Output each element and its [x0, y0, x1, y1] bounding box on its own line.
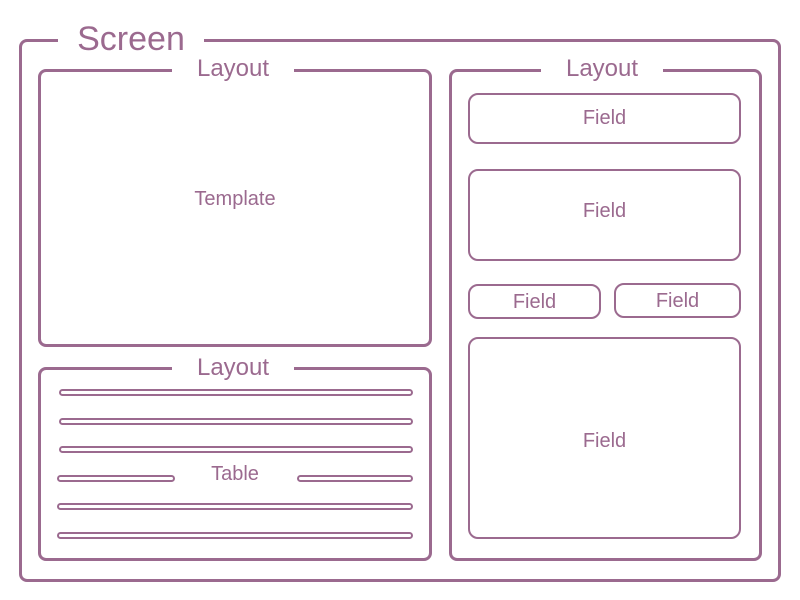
field-box[interactable]: Field	[614, 283, 741, 318]
field-label: Field	[582, 107, 627, 129]
template-layout-title: Layout	[172, 57, 294, 81]
field-box[interactable]: Field	[468, 169, 741, 261]
table-row	[57, 503, 413, 510]
field-box[interactable]: Field	[468, 337, 741, 539]
template-layout-panel: Template	[38, 69, 432, 347]
table-row	[59, 446, 413, 453]
table-row	[57, 532, 413, 539]
field-box[interactable]: Field	[468, 284, 601, 319]
table-layout-title: Layout	[172, 356, 294, 380]
screen-title: Screen	[58, 22, 204, 56]
template-label: Template	[194, 188, 276, 210]
table-row	[59, 389, 413, 396]
table-row	[59, 418, 413, 425]
field-box[interactable]: Field	[468, 93, 741, 144]
table-layout-panel: Table	[38, 367, 432, 561]
form-layout-title: Layout	[541, 57, 663, 81]
table-label: Table	[211, 463, 259, 485]
table-row	[57, 475, 175, 482]
field-label: Field	[582, 200, 627, 222]
table-row	[297, 475, 413, 482]
field-label: Field	[655, 290, 700, 312]
field-label: Field	[512, 291, 557, 313]
field-label: Field	[582, 430, 627, 452]
